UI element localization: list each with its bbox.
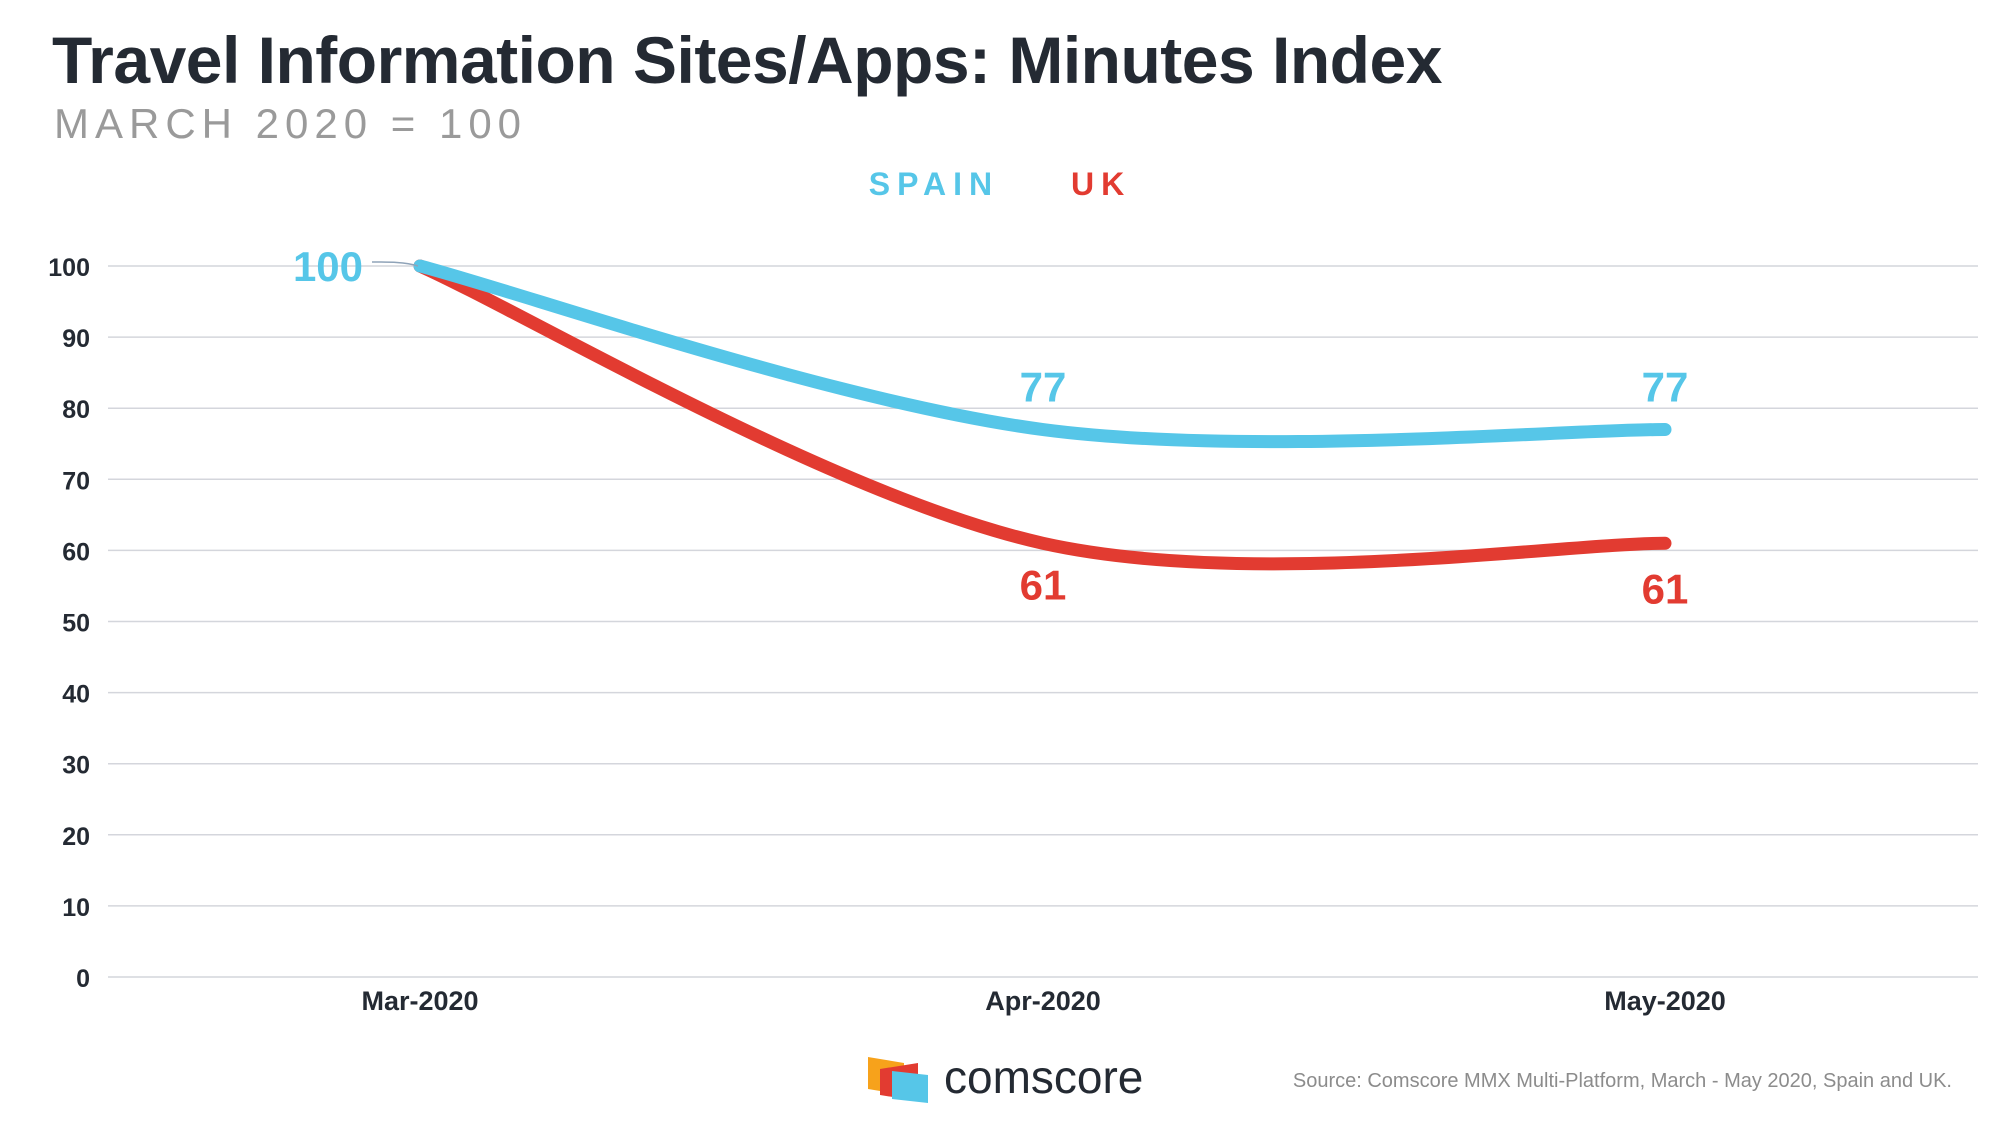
series-line-uk bbox=[413, 259, 1672, 571]
y-tick-label-90: 90 bbox=[62, 325, 90, 353]
y-tick-label-20: 20 bbox=[62, 823, 90, 851]
y-tick-label-80: 80 bbox=[62, 396, 90, 424]
y-tick-label-100: 100 bbox=[48, 254, 90, 282]
series-line-spain bbox=[413, 259, 1672, 449]
label-leader-line bbox=[371, 261, 419, 267]
y-tick-label-70: 70 bbox=[62, 467, 90, 495]
line-chart: 0 10 20 30 40 50 60 70 80 90 100 Mar-2020 Apr-2020 Ma… bbox=[48, 243, 1978, 1016]
data-label-spain-apr-2020: 77 bbox=[1020, 364, 1067, 411]
x-tick-label-apr-2020: Apr-2020 bbox=[985, 986, 1101, 1016]
comscore-logo-text: comscore bbox=[944, 1051, 1144, 1103]
y-tick-label-50: 50 bbox=[62, 610, 90, 638]
y-tick-label-60: 60 bbox=[62, 538, 90, 566]
data-label-spain-mar-2020: 100 bbox=[293, 243, 363, 290]
data-label-uk-apr-2020: 61 bbox=[1020, 561, 1067, 608]
chart-subtitle: MARCH 2020 = 100 bbox=[54, 100, 528, 147]
comscore-logo-icon bbox=[868, 1057, 928, 1103]
x-tick-label-may-2020: May-2020 bbox=[1604, 986, 1726, 1016]
data-label-uk-may-2020: 61 bbox=[1642, 565, 1689, 612]
chart-title: Travel Information Sites/Apps: Minutes I… bbox=[52, 23, 1442, 97]
y-tick-label-0: 0 bbox=[76, 965, 90, 993]
legend: SPAIN UK bbox=[0, 166, 2000, 203]
y-tick-label-40: 40 bbox=[62, 681, 90, 709]
y-tick-label-10: 10 bbox=[62, 894, 90, 922]
source-note: Source: Comscore MMX Multi-Platform, Mar… bbox=[1292, 1070, 1952, 1092]
legend-item-spain: SPAIN bbox=[868, 166, 1000, 202]
data-label-spain-may-2020: 77 bbox=[1642, 364, 1689, 411]
legend-item-uk: UK bbox=[1071, 166, 1132, 202]
y-tick-label-30: 30 bbox=[62, 752, 90, 780]
x-tick-label-mar-2020: Mar-2020 bbox=[361, 986, 478, 1016]
